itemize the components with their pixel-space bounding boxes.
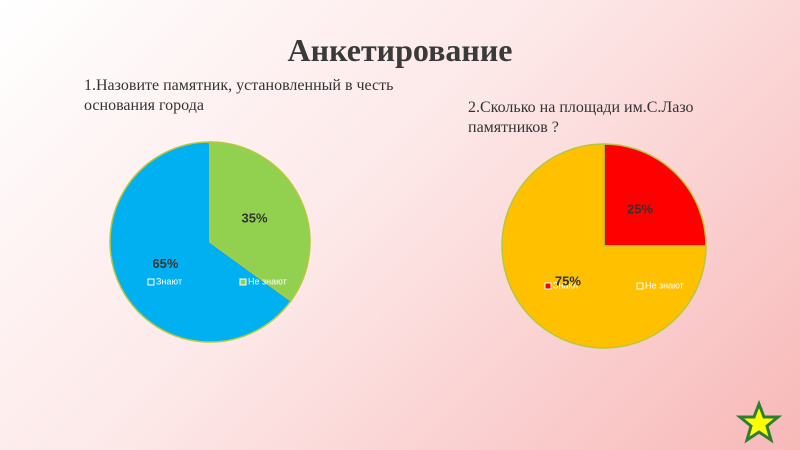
legend-marker [147, 278, 155, 286]
pie-slice [603, 143, 707, 247]
legend-label: Не знают [645, 280, 684, 290]
legend-marker [544, 282, 552, 290]
pie-slice [501, 143, 707, 349]
value-label: 75% [555, 273, 581, 288]
legend-marker [239, 278, 247, 286]
slide-title: Анкетирование [287, 32, 513, 68]
legend-label: Знают [553, 280, 579, 290]
legend-label: Не знают [248, 276, 287, 286]
chart-title: 1.Назовите памятник, установленный в чес… [84, 77, 394, 114]
legend-label: Знают [156, 276, 182, 286]
value-label: 65% [152, 256, 178, 271]
legend-marker [636, 282, 644, 290]
pie-slice [209, 141, 311, 302]
star-button[interactable] [735, 399, 783, 444]
value-label: 25% [627, 201, 653, 216]
chart-title: 2.Сколько на площади им.С.Лазо памятнико… [468, 99, 694, 136]
value-label: 35% [242, 211, 268, 226]
pie-slice [109, 141, 292, 343]
